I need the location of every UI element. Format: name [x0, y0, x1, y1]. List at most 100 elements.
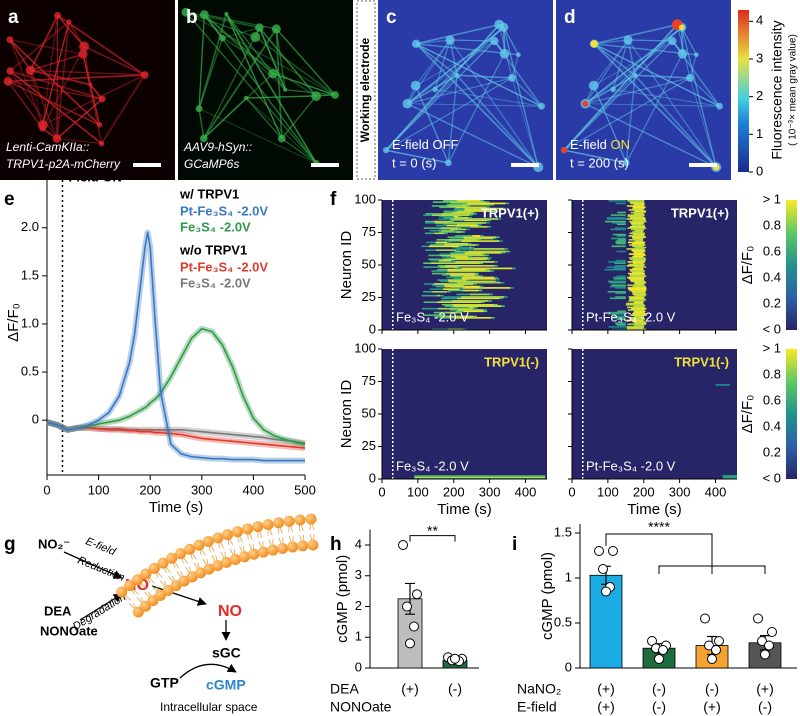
- neurite: [281, 137, 317, 164]
- heatmap-cell: [634, 283, 645, 285]
- soma: [538, 102, 545, 110]
- heatmap-cell: [438, 259, 451, 262]
- neurite: [689, 77, 720, 107]
- caption-text: E-field: [570, 137, 607, 152]
- legend-heading: w/o TRPV1: [179, 242, 247, 257]
- label: Reduction: [76, 554, 126, 584]
- heatmap-cell: [468, 306, 475, 309]
- lipid-head: [222, 529, 234, 541]
- heatmap-cell: [632, 292, 646, 294]
- heatmap-cell: [628, 239, 644, 241]
- image-caption: t = 0 (s): [392, 155, 436, 170]
- y-tick-label: 25: [362, 438, 376, 453]
- label: sGC: [212, 645, 241, 661]
- neurite: [584, 74, 636, 105]
- x-tick-label: 300: [191, 482, 213, 497]
- neurite: [593, 43, 717, 168]
- heatmap-cell: [453, 215, 458, 218]
- heatmap-cell: [627, 214, 645, 216]
- category-label: (+): [703, 699, 721, 715]
- neurite: [584, 26, 683, 105]
- neurite: [225, 13, 283, 139]
- heatmap-cell: [440, 254, 486, 257]
- soma: [610, 86, 616, 93]
- heatmap-cell: [616, 250, 626, 253]
- y-tick-label: 0: [355, 659, 362, 674]
- heatmap-cell: [457, 297, 500, 300]
- neurite: [689, 54, 698, 79]
- heatmap-cell: [461, 267, 513, 270]
- significance-bracket: [658, 565, 766, 574]
- colorbar: [738, 10, 749, 172]
- heatmap-cell: [628, 278, 645, 280]
- image-caption: E-field ON: [570, 137, 630, 152]
- data-point: [767, 627, 777, 637]
- heatmap-cell: [435, 222, 486, 224]
- data-point: [658, 645, 668, 655]
- hot-spot: [590, 40, 598, 48]
- significance: **: [427, 522, 438, 538]
- data-point: [760, 649, 770, 660]
- heatmap-cell: [457, 210, 495, 212]
- heatmap-cell: [629, 226, 645, 228]
- arrow: [151, 585, 207, 606]
- heatmap-cell: [626, 327, 644, 329]
- heatmap-cell: [631, 291, 646, 293]
- heatmap-cell: [628, 253, 646, 255]
- data-point: [700, 613, 710, 624]
- neurite: [7, 74, 145, 83]
- y-tick-label: 3: [355, 567, 362, 582]
- neurite: [9, 39, 31, 71]
- heatmap-cell: [608, 311, 626, 314]
- soma: [410, 80, 421, 91]
- heatmap-cell: [617, 310, 626, 313]
- soma: [97, 122, 103, 128]
- lipid-head: [148, 562, 160, 574]
- y-tick-label: 2: [355, 598, 362, 613]
- significance-bracket: [605, 533, 713, 566]
- soma: [716, 102, 723, 110]
- y-axis-label: Neuron ID: [338, 231, 355, 300]
- row-label: NaNO₂: [517, 681, 561, 697]
- heatmap-cell: [608, 261, 626, 263]
- neurite: [203, 14, 224, 39]
- heatmap-cell: [454, 317, 492, 319]
- heatmap-cell: [450, 253, 483, 255]
- heatmap-cell: [448, 205, 467, 207]
- heatmap-cell: [615, 241, 626, 244]
- lipid-head: [262, 519, 274, 531]
- x-tick-label: 200: [633, 484, 655, 499]
- arrow: [179, 663, 237, 679]
- heatmap-cell: [617, 318, 626, 320]
- soma: [79, 41, 90, 52]
- heatmap-cell: [464, 209, 492, 211]
- heatmap-cell: [630, 258, 647, 261]
- heatmap-cell: [437, 301, 481, 303]
- heatmap-cell: [613, 278, 626, 280]
- neurite: [628, 39, 673, 42]
- heatmap-cell: [631, 223, 644, 225]
- neurite: [503, 27, 539, 168]
- heatmap-cell: [632, 267, 644, 270]
- heatmap-cell: [626, 205, 645, 207]
- soma: [623, 35, 633, 45]
- heatmap-cell: [608, 313, 626, 315]
- soma: [694, 52, 699, 58]
- heatmap-cell: [629, 216, 645, 219]
- lipid-head: [157, 557, 169, 569]
- heatmap-cell: [632, 250, 646, 253]
- heatmap-cell: [630, 314, 647, 316]
- heatmap-cell: [455, 206, 487, 209]
- heatmap-cell: [628, 263, 645, 266]
- arrow: [79, 593, 123, 621]
- neurite: [681, 27, 717, 168]
- heatmap: [572, 200, 737, 330]
- neurite: [185, 11, 317, 164]
- heatmap-cell: [464, 252, 502, 254]
- heatmap-cell: [633, 310, 646, 313]
- heatmap-cell: [615, 292, 626, 294]
- heatmap-cell: [441, 213, 474, 215]
- heatmap-cell: [456, 200, 480, 202]
- neurite: [56, 14, 85, 48]
- heatmap-cell: [452, 211, 472, 214]
